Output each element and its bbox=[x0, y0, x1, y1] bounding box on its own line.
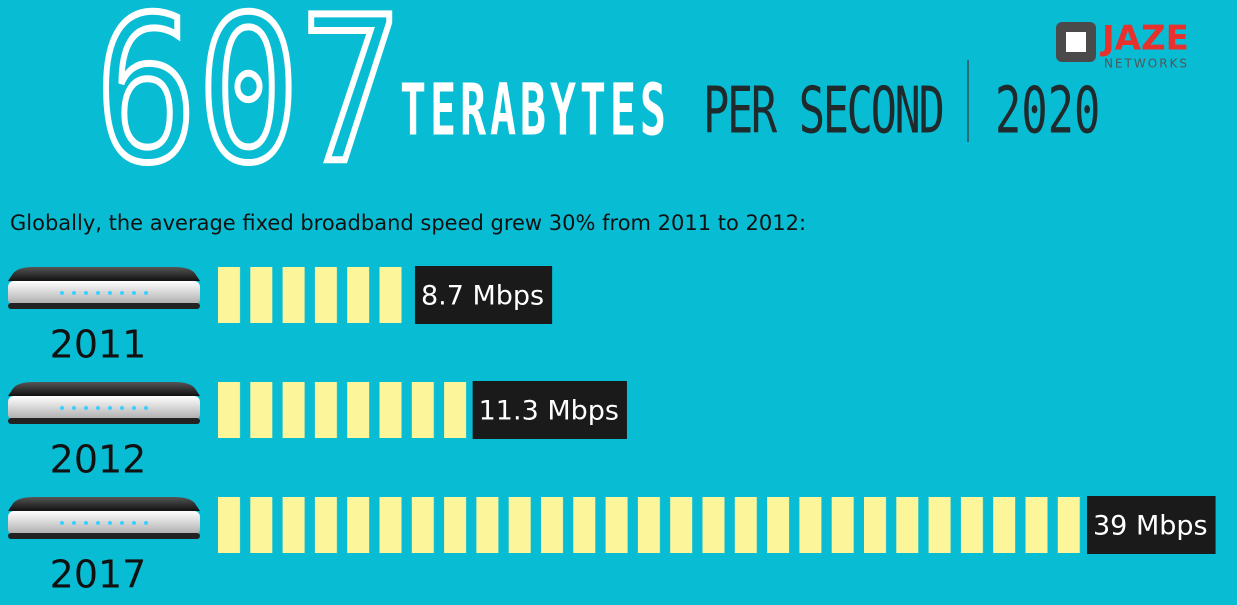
value-label-bg bbox=[1087, 496, 1216, 554]
value-label-bg bbox=[414, 266, 553, 324]
router-icon bbox=[8, 267, 200, 309]
year-label: 2012 bbox=[50, 438, 147, 482]
headline-unit: TERABYTES bbox=[400, 68, 666, 151]
headline-per: PER SECOND bbox=[703, 73, 945, 148]
logo: JAZE NETWORKS bbox=[1056, 19, 1189, 71]
logo-icon-inner bbox=[1066, 32, 1086, 52]
value-label-bg bbox=[472, 381, 627, 439]
headline-number: 607 bbox=[95, 0, 402, 207]
logo-sub: NETWORKS bbox=[1104, 57, 1189, 71]
bar bbox=[218, 497, 1083, 553]
value-label: 8.7 Mbps bbox=[421, 281, 544, 312]
year-label: 2011 bbox=[50, 323, 147, 367]
router-icon bbox=[8, 382, 200, 424]
value-label: 11.3 Mbps bbox=[479, 396, 619, 427]
bar bbox=[218, 382, 469, 438]
logo-name: JAZE bbox=[1100, 19, 1189, 59]
value-label: 39 Mbps bbox=[1093, 511, 1208, 542]
headline-year: 2020 bbox=[995, 73, 1100, 148]
router-icon bbox=[8, 497, 200, 539]
year-label: 2017 bbox=[50, 553, 147, 597]
chart-title: Globally, the average fixed broadband sp… bbox=[10, 211, 806, 235]
bar bbox=[218, 267, 411, 323]
